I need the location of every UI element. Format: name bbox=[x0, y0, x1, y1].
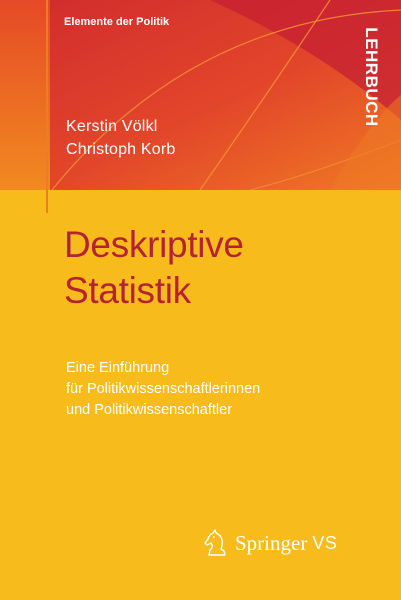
author-name: Christoph Korb bbox=[66, 141, 176, 158]
book-subtitle-line: für Politikwissenschaftlerinnen bbox=[66, 381, 261, 397]
textbook-badge: LEHRBUCH bbox=[356, 17, 386, 137]
author-name: Kerstin Völkl bbox=[66, 118, 158, 135]
book-subtitle-line: Eine Einführung bbox=[66, 360, 170, 376]
series-name: Elemente der Politik bbox=[64, 16, 170, 28]
publisher-imprint: VS bbox=[312, 532, 338, 553]
publisher-logo: Springer VS bbox=[202, 528, 337, 558]
book-subtitle: Eine Einführung für Politikwissenschaftl… bbox=[66, 358, 260, 421]
book-title: Deskriptive Statistik bbox=[64, 222, 244, 314]
book-subtitle-line: und Politikwissenschaftler bbox=[66, 402, 233, 418]
book-title-line: Statistik bbox=[64, 270, 191, 311]
book-title-line: Deskriptive bbox=[64, 224, 244, 265]
textbook-badge-label: LEHRBUCH bbox=[362, 27, 381, 127]
publisher-name: Springer bbox=[235, 530, 308, 555]
chess-knight-icon bbox=[204, 529, 226, 556]
